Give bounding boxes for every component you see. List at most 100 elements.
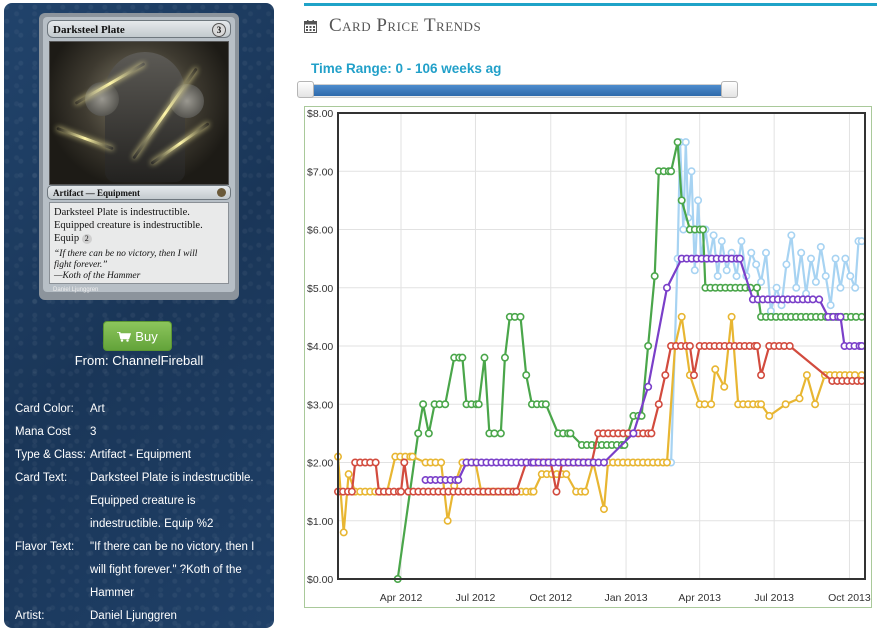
data-point[interactable] [644,342,653,351]
data-point[interactable] [644,382,653,391]
data-point[interactable] [816,242,825,251]
data-point[interactable] [654,400,663,409]
data-point[interactable] [700,400,709,409]
data-point[interactable] [717,237,726,246]
data-point[interactable] [516,312,525,321]
data-point[interactable] [720,382,729,391]
data-point[interactable] [512,487,521,496]
data-point[interactable] [679,225,688,234]
data-point[interactable] [737,237,746,246]
data-point[interactable] [752,283,761,292]
data-point[interactable] [747,248,756,257]
data-point[interactable] [694,196,703,205]
data-point[interactable] [792,283,801,292]
data-point[interactable] [811,277,820,286]
data-point[interactable] [339,528,348,537]
data-point[interactable] [757,400,766,409]
data-point[interactable] [662,458,671,467]
data-point[interactable] [599,458,608,467]
data-point[interactable] [735,254,744,263]
data-point[interactable] [765,411,774,420]
data-point[interactable] [437,458,446,467]
data-point[interactable] [690,266,699,275]
data-point[interactable] [474,400,483,409]
data-point[interactable] [419,400,428,409]
data-point[interactable] [821,272,830,281]
data-point[interactable] [709,231,718,240]
data-point[interactable] [797,248,806,257]
data-point[interactable] [647,429,656,438]
data-point[interactable] [371,458,380,467]
data-point[interactable] [752,342,761,351]
data-point[interactable] [707,400,716,409]
data-point[interactable] [831,254,840,263]
data-point[interactable] [689,371,698,380]
data-point[interactable] [836,312,845,321]
data-point[interactable] [836,283,845,292]
data-point[interactable] [757,277,766,286]
data-point[interactable] [722,266,731,275]
data-point[interactable] [698,225,707,234]
data-point[interactable] [857,376,866,385]
data-point[interactable] [529,487,538,496]
data-point[interactable] [857,237,866,246]
data-point[interactable] [490,429,499,438]
data-point[interactable] [347,487,356,496]
data-point[interactable] [811,400,820,409]
data-point[interactable] [400,458,409,467]
data-point[interactable] [787,231,796,240]
data-point[interactable] [857,342,866,351]
data-point[interactable] [727,312,736,321]
data-point[interactable] [397,487,406,496]
range-handle-start[interactable] [297,81,314,98]
data-point[interactable] [599,505,608,514]
data-point[interactable] [458,353,467,362]
data-point[interactable] [414,429,423,438]
data-point[interactable] [443,516,452,525]
data-point[interactable] [846,272,855,281]
data-point[interactable] [673,138,682,147]
data-point[interactable] [815,295,824,304]
data-point[interactable] [685,342,694,351]
data-point[interactable] [851,283,860,292]
data-point[interactable] [408,452,417,461]
data-point[interactable] [496,429,505,438]
data-point[interactable] [785,342,794,351]
data-point[interactable] [344,470,353,479]
data-point[interactable] [629,429,638,438]
data-point[interactable] [552,487,561,496]
data-point[interactable] [808,295,817,304]
data-point[interactable] [841,254,850,263]
data-point[interactable] [522,371,531,380]
data-point[interactable] [541,400,550,409]
data-point[interactable] [500,353,509,362]
data-point[interactable] [713,272,722,281]
data-point[interactable] [711,365,720,374]
data-point[interactable] [806,254,815,263]
data-point[interactable] [782,260,791,269]
data-point[interactable] [826,301,835,310]
data-point[interactable] [781,400,790,409]
data-point[interactable] [441,400,450,409]
data-point[interactable] [732,272,741,281]
buy-button[interactable]: Buy [103,321,172,351]
data-point[interactable] [761,248,770,257]
data-point[interactable] [480,353,489,362]
data-point[interactable] [581,487,590,496]
data-point[interactable] [857,312,866,321]
data-point[interactable] [772,283,781,292]
data-point[interactable] [687,167,696,176]
data-point[interactable] [677,312,686,321]
data-point[interactable] [562,470,571,479]
data-point[interactable] [677,196,686,205]
range-handle-end[interactable] [721,81,738,98]
data-point[interactable] [566,429,575,438]
data-point[interactable] [662,283,671,292]
data-point[interactable] [802,371,811,380]
data-point[interactable] [681,138,690,147]
data-point[interactable] [650,272,659,281]
data-point[interactable] [757,371,766,380]
data-point[interactable] [424,429,433,438]
data-point[interactable] [667,167,676,176]
data-point[interactable] [661,371,670,380]
